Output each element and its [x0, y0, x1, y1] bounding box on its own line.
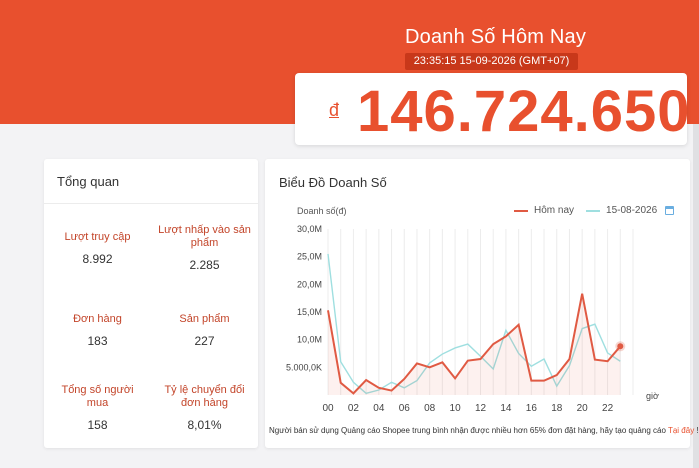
series-line-compare	[327, 253, 621, 395]
y-tick-label: 20,0M	[297, 279, 322, 289]
x-tick-label: 02	[348, 403, 360, 414]
stat-value: 158	[87, 417, 108, 432]
x-tick-label: 20	[577, 403, 589, 414]
stat-value: 8.992	[82, 251, 113, 266]
stat-label: Lượt nhấp vào sản phẩm	[158, 224, 251, 249]
overview-panel: Tổng quan Lượt truy cập 8.992 Lượt nhấp …	[44, 159, 258, 448]
revenue-total: 146.724.650	[357, 79, 691, 144]
ads-promo-link[interactable]: Tại đây	[667, 426, 695, 435]
series-area-today	[328, 293, 621, 395]
sales-chart-card: Biểu Đồ Doanh Số Doanh số(đ) Hôm nay 15-…	[265, 159, 699, 448]
chart-legend: Hôm nay 15-08-2026	[514, 205, 675, 216]
y-tick-label: 5.000,0K	[286, 362, 322, 372]
stat-product-clicks: Lượt nhấp vào sản phẩm 2.285	[151, 204, 258, 292]
stats-grid: Lượt truy cập 8.992 Lượt nhấp vào sản ph…	[44, 204, 258, 447]
stat-label: Đơn hàng	[73, 312, 122, 325]
y-axis-title: Doanh số(đ)	[297, 206, 347, 216]
legend-label: Hôm nay	[534, 205, 575, 216]
y-tick-label: 30,0M	[297, 224, 322, 234]
stat-products: Sản phẩm 227	[151, 292, 258, 368]
ads-promo-note: Người bán sử dụng Quảng cáo Shopee trung…	[269, 426, 699, 435]
page-title: Doanh Số Hôm Nay	[405, 26, 587, 48]
legend-label: 15-08-2026	[606, 205, 658, 216]
stat-value: 227	[194, 333, 215, 348]
y-tick-label: 15,0M	[297, 307, 322, 317]
stat-label: Sản phẩm	[179, 312, 230, 325]
x-tick-label: 04	[373, 403, 385, 414]
stat-visits: Lượt truy cập 8.992	[44, 204, 151, 292]
legend-swatch	[586, 209, 601, 212]
ads-promo-end: !	[694, 426, 699, 435]
x-tick-label: 06	[399, 403, 411, 414]
timestamp-badge: 23:35:15 15-09-2026 (GMT+07)	[405, 53, 578, 70]
calendar-icon[interactable]	[665, 206, 675, 215]
ads-promo-text: Người bán sử dụng Quảng cáo Shopee trung…	[269, 426, 668, 435]
stat-value: 2.285	[189, 258, 220, 272]
side-panel-edge	[693, 124, 699, 468]
x-tick-label: 18	[551, 403, 563, 414]
x-tick-label: 22	[602, 403, 614, 414]
stat-value: 8,01%	[187, 417, 222, 432]
x-axis-title: giờ	[646, 391, 659, 401]
x-tick-label: 16	[526, 403, 538, 414]
chart-title: Biểu Đồ Doanh Số	[279, 175, 387, 190]
sales-line-chart: 5.000,0K 10,0M 15,0M 20,0M 25,0M 30,0M 00 02 04 0…	[286, 224, 659, 414]
current-point	[617, 343, 624, 350]
stat-label: Tỷ lệ chuyển đổi đơn hàng	[164, 383, 245, 409]
legend-item-compare[interactable]: 15-08-2026	[586, 205, 657, 216]
x-tick-label: 08	[424, 403, 436, 414]
x-tick-label: 14	[500, 403, 512, 414]
stat-label: Lượt truy cập	[64, 230, 131, 243]
stat-label: Tổng số người mua	[61, 383, 134, 409]
y-tick-label: 25,0M	[297, 252, 322, 262]
legend-item-today[interactable]: Hôm nay	[514, 205, 574, 216]
stat-conversion-rate: Tỷ lệ chuyển đổi đơn hàng 8,01%	[151, 368, 258, 447]
revenue-card: đ 146.724.650	[295, 73, 690, 145]
x-tick-label: 12	[475, 403, 487, 414]
legend-swatch	[514, 209, 528, 212]
y-tick-label: 10,0M	[297, 335, 322, 345]
x-tick-label: 10	[450, 403, 462, 414]
stat-value: 183	[87, 333, 108, 348]
stat-buyers: Tổng số người mua 158	[44, 368, 151, 447]
currency-symbol: đ	[329, 100, 340, 120]
series-line-today	[327, 293, 622, 395]
x-tick-label: 00	[322, 403, 334, 414]
stat-orders: Đơn hàng 183	[44, 292, 151, 368]
overview-title: Tổng quan	[44, 159, 258, 204]
